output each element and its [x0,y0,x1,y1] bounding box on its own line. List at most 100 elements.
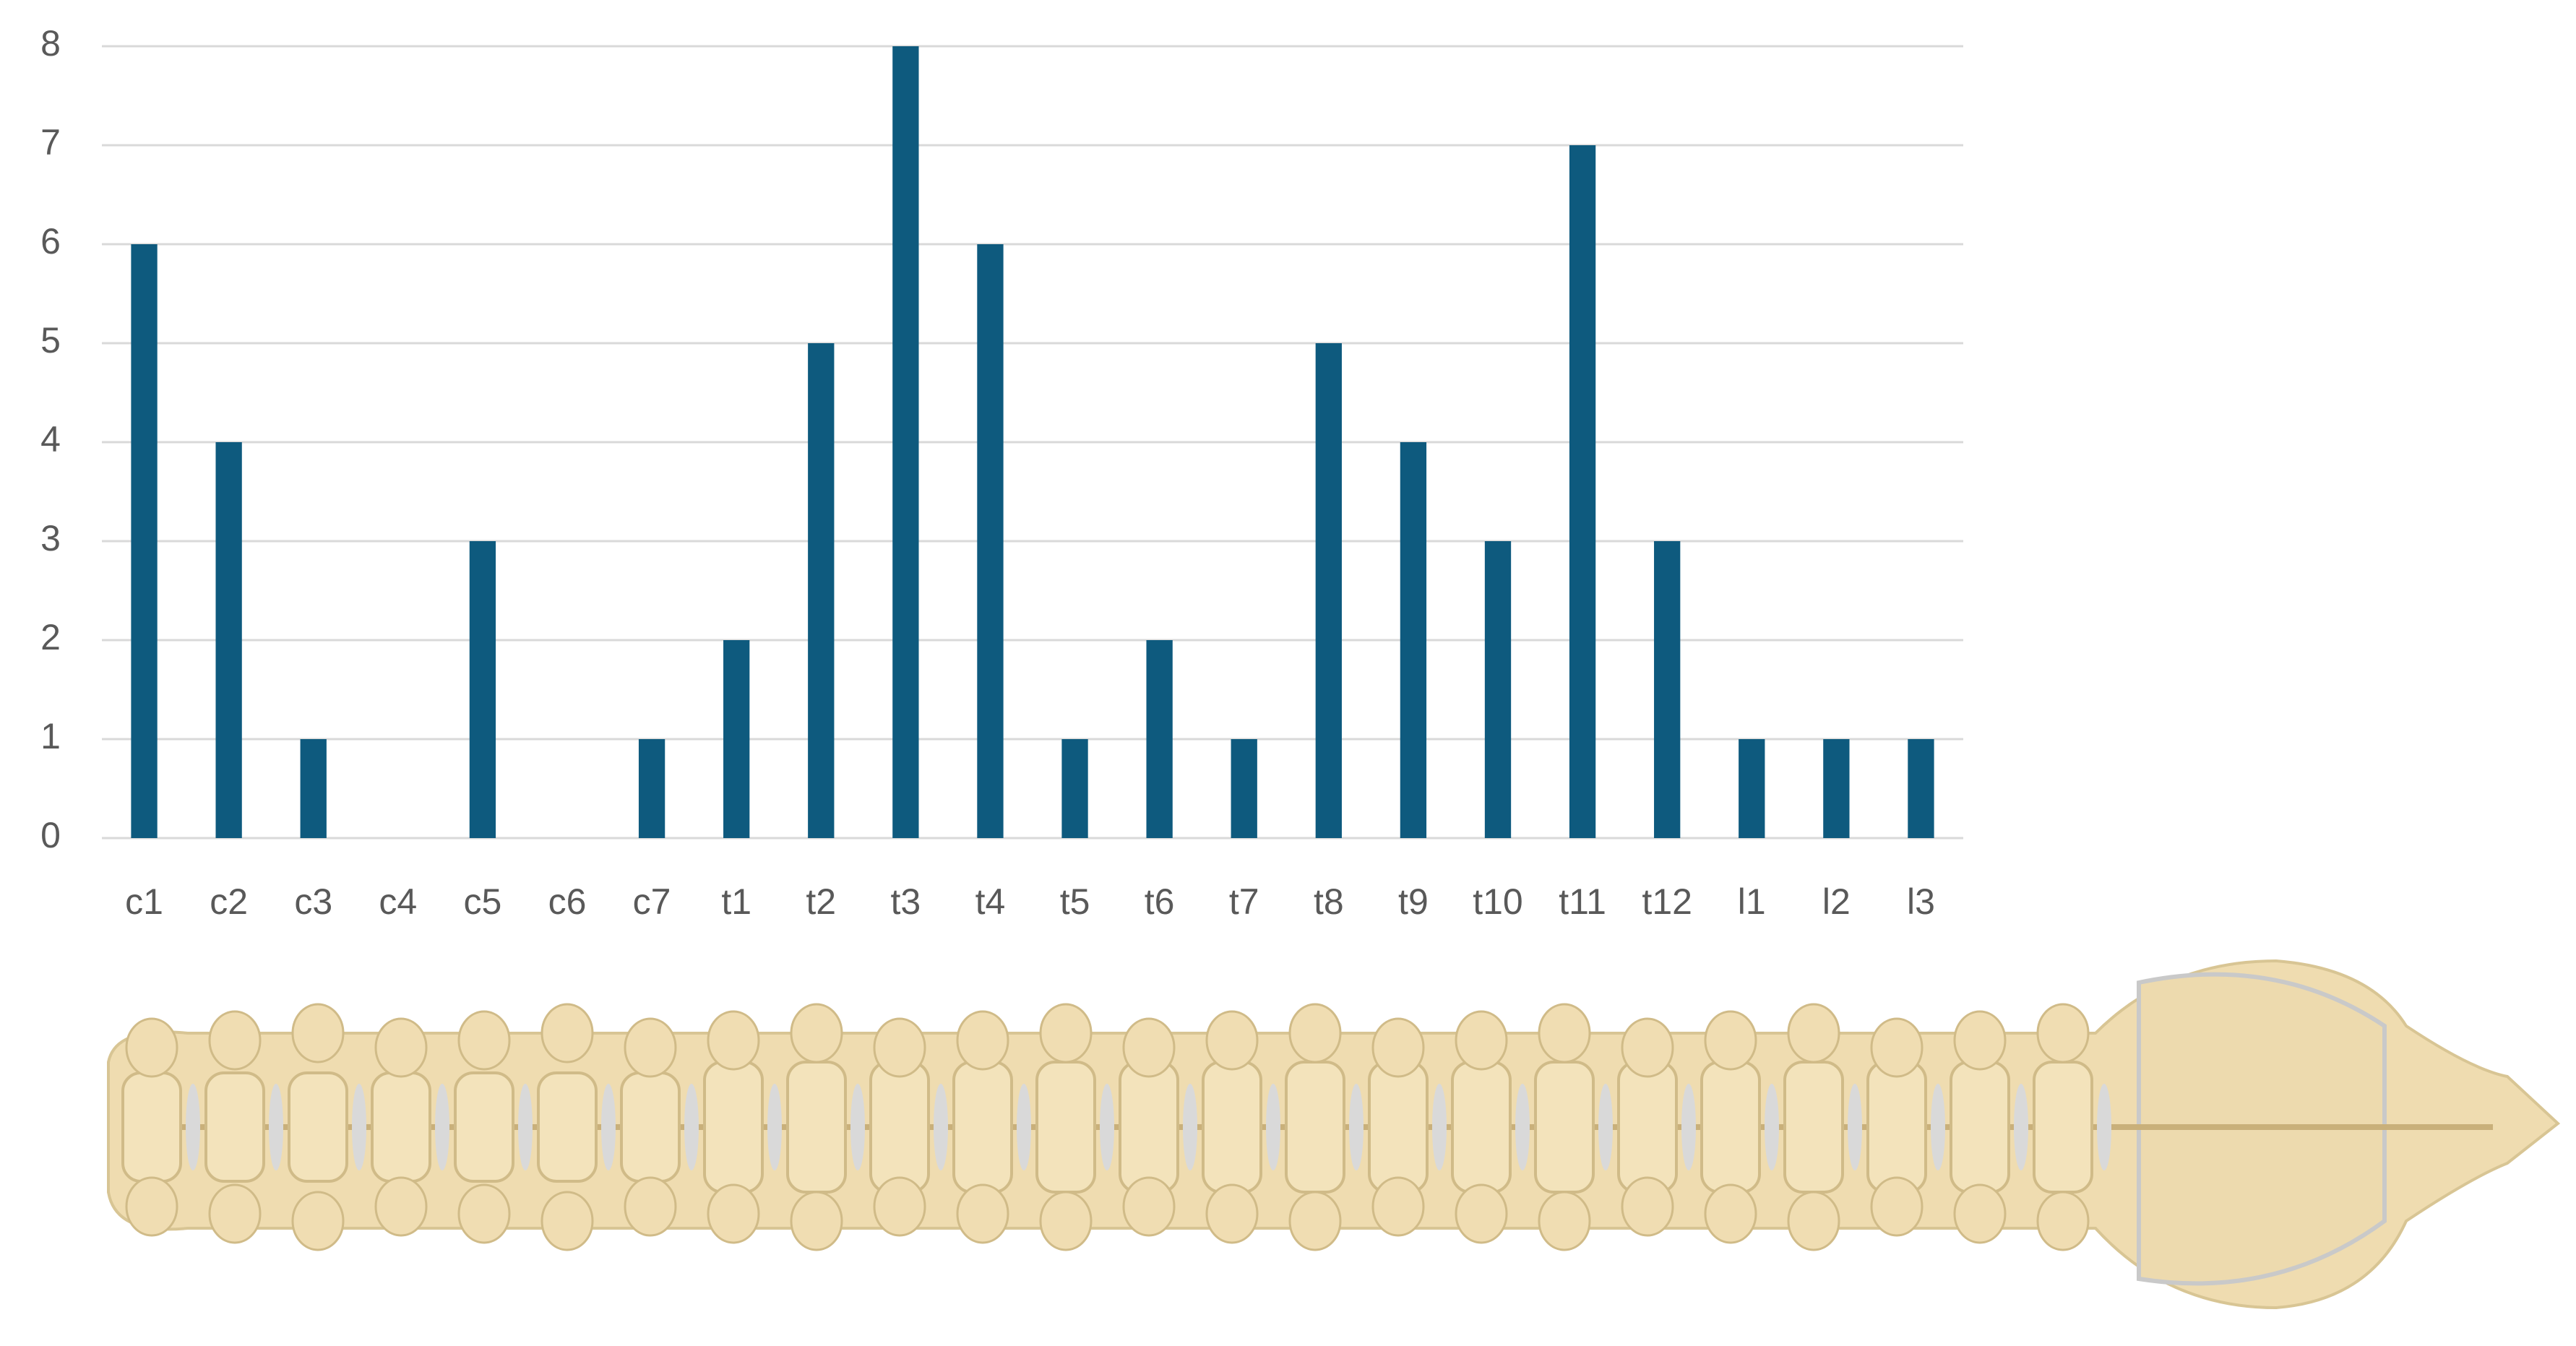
spinous-process [2036,1191,2090,1251]
vertebra [288,1071,348,1183]
spinous-process [1953,1010,2007,1071]
disc [1349,1084,1364,1170]
spinous-process [956,1010,1009,1071]
disc [1765,1084,1779,1170]
spinous-process [790,1191,843,1251]
vertebra [1783,1061,1844,1194]
spinous-process [1288,1191,1342,1251]
spinous-process [624,1176,677,1237]
x-tick-label: c2 [210,881,248,922]
vertebra [371,1071,431,1183]
y-tick-label: 2 [40,617,61,657]
disc [1598,1084,1613,1170]
x-tick-label: c6 [548,881,587,922]
bar [1739,739,1765,838]
spinous-process [1953,1183,2007,1244]
bar [131,244,158,838]
spinous-process [1371,1176,1425,1237]
bar [1484,541,1512,838]
x-tick-label: c7 [633,881,671,922]
disc [2014,1084,2028,1170]
disc [435,1084,449,1170]
spinous-process [707,1183,760,1244]
disc [352,1084,366,1170]
disc [518,1084,533,1170]
vertebra [703,1061,764,1194]
vertebra [1534,1061,1595,1194]
bar [1569,145,1596,838]
spinous-process [1621,1176,1674,1237]
disc [1017,1084,1031,1170]
spinous-process [707,1010,760,1071]
spinous-process [208,1183,262,1244]
spinous-process [291,1191,345,1251]
x-tick-label: t4 [975,881,1006,922]
spinous-process [374,1176,428,1237]
y-tick-label: 4 [40,419,61,460]
vertebra [1202,1061,1262,1194]
spinous-process [1039,1191,1093,1251]
vertebra [2033,1061,2093,1194]
disc [269,1084,283,1170]
vertebra [1950,1061,2010,1194]
spinous-process [2036,1003,2090,1064]
disc [1266,1084,1280,1170]
x-tick-label: c5 [464,881,502,922]
vertebra [786,1061,847,1194]
disc [1681,1084,1696,1170]
bar [1908,739,1934,838]
spinous-process [624,1017,677,1078]
spinous-process [374,1017,428,1078]
bar [1654,541,1681,838]
bar [1315,343,1342,838]
spinous-process [1704,1010,1757,1071]
spinous-process [873,1017,926,1078]
disc [767,1084,782,1170]
bar [1231,739,1257,838]
bar [1061,739,1088,838]
disc [2097,1084,2111,1170]
spine-illustration [107,959,2561,1310]
x-tick-label: t9 [1398,881,1429,922]
bar [300,739,327,838]
x-tick-label: l1 [1738,881,1766,922]
spinous-process [1621,1017,1674,1078]
x-tick-label: t2 [806,881,836,922]
spinous-process [1205,1010,1259,1071]
x-tick-label: t3 [891,881,921,922]
disc [1100,1084,1114,1170]
spinous-process [1787,1191,1840,1251]
vertebra [1617,1061,1678,1194]
bar [723,640,750,838]
x-tick-label: t11 [1559,881,1606,922]
x-tick-label: l2 [1822,881,1851,922]
bar [1146,640,1173,838]
bar [638,739,665,838]
y-tick-label: 5 [40,320,61,361]
y-tick-label: 8 [40,23,61,64]
bar [977,244,1004,838]
spinous-process [457,1010,511,1071]
vertebra [869,1061,930,1194]
disc [186,1084,200,1170]
vertebra [537,1071,598,1183]
disc [1183,1084,1197,1170]
x-tick-label: c1 [125,881,163,922]
y-tick-label: 6 [40,221,61,262]
spinous-process [1538,1191,1591,1251]
spinous-process [1122,1176,1176,1237]
disc [850,1084,865,1170]
disc [1848,1084,1862,1170]
spinous-process [1455,1010,1508,1071]
spinous-process [291,1003,345,1064]
disc [601,1084,616,1170]
x-tick-label: t1 [721,881,751,922]
x-tick-label: c3 [294,881,332,922]
bar [892,46,919,838]
y-tick-label: 0 [40,815,61,855]
spinous-process [1371,1017,1425,1078]
spinous-process [1288,1003,1342,1064]
vertebra [1119,1061,1179,1194]
y-tick-label: 7 [40,122,61,163]
